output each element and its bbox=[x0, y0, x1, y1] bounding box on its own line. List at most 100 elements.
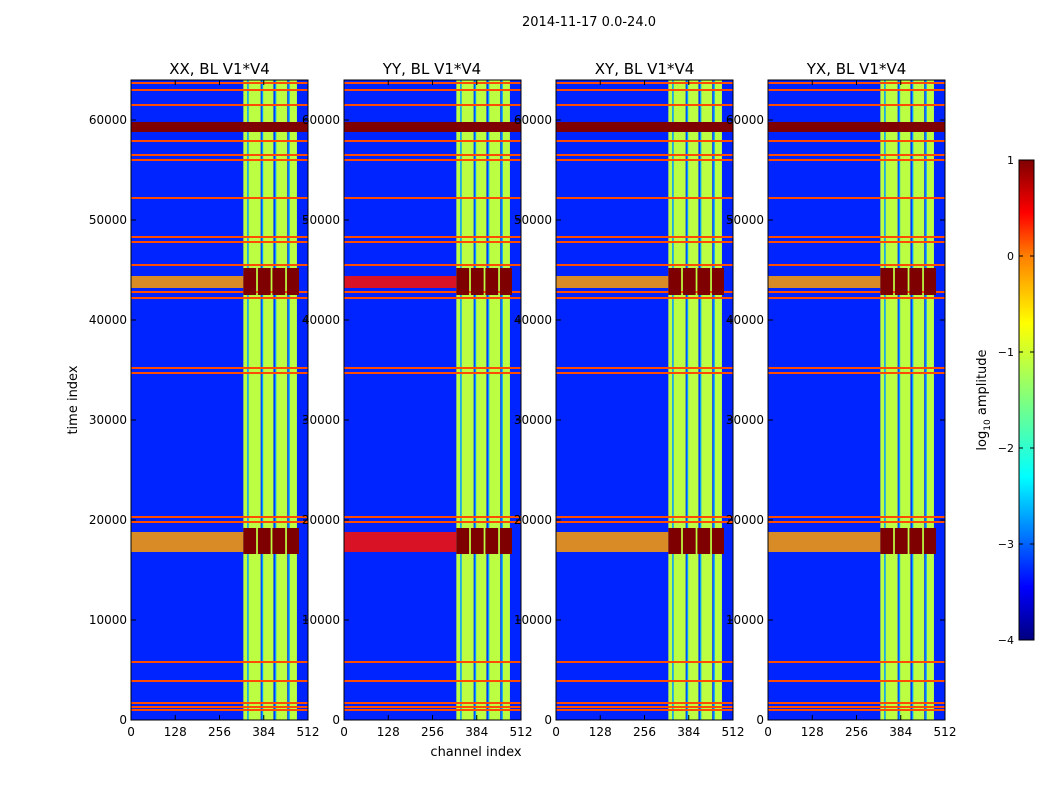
heatmap-rfi-row bbox=[556, 297, 733, 299]
y-tick-label: 60000 bbox=[514, 113, 552, 127]
y-tick-label: 20000 bbox=[726, 513, 764, 527]
heatmap-rfi-row bbox=[556, 241, 733, 243]
y-tick-label: 60000 bbox=[726, 113, 764, 127]
x-tick-label: 256 bbox=[633, 725, 656, 739]
heatmap-channel-band bbox=[912, 80, 925, 720]
heatmap-rfi-row bbox=[768, 154, 945, 156]
panel-xx-plot: 0 128 256 384 512 0 10000 20000 30000 40000 50000 6… bbox=[89, 79, 319, 739]
panel-yx: YX, BL V1*V4 0 128 256 384 512 0 10000 20000 300… bbox=[726, 60, 957, 739]
heatmap-rfi-row bbox=[556, 236, 733, 238]
colorbar-ticks: 1 0 −1 −2 −3 −4 bbox=[998, 154, 1034, 647]
y-tick-label: 30000 bbox=[726, 413, 764, 427]
heatmap-rfi-row bbox=[768, 140, 945, 142]
heatmap-rfi-row bbox=[131, 521, 308, 523]
heatmap-rfi-row bbox=[556, 661, 733, 663]
heatmap-saturated-block bbox=[880, 268, 894, 295]
x-tick-label: 384 bbox=[252, 725, 275, 739]
heatmap-rfi-row bbox=[768, 661, 945, 663]
y-tick-label: 40000 bbox=[726, 313, 764, 327]
x-tick-label: 0 bbox=[340, 725, 348, 739]
heatmap-strong-rfi-row bbox=[768, 122, 945, 132]
heatmap-saturated-block bbox=[499, 268, 513, 295]
heatmap-rfi-row bbox=[131, 241, 308, 243]
heatmap-rfi-row bbox=[556, 291, 733, 293]
y-tick-label: 30000 bbox=[89, 413, 127, 427]
y-tick-label: 50000 bbox=[726, 213, 764, 227]
heatmap-band-gap bbox=[911, 80, 914, 720]
heatmap-rfi-row bbox=[768, 702, 945, 704]
heatmap-channel-band bbox=[673, 80, 686, 720]
panel-yx-plot: 0 128 256 384 512 0 10000 20000 30000 40000 50000 6… bbox=[726, 79, 956, 739]
heatmap-rfi-row bbox=[768, 241, 945, 243]
heatmap-band-gap bbox=[288, 80, 290, 720]
heatmap-channel-band bbox=[456, 80, 462, 720]
heatmap-broadband-row bbox=[131, 532, 244, 552]
heatmap-rfi-row bbox=[131, 264, 308, 266]
heatmap-rfi-row bbox=[768, 367, 945, 369]
heatmap-rfi-row bbox=[344, 706, 521, 708]
y-tick-label: 0 bbox=[332, 713, 340, 727]
heatmap-rfi-row bbox=[344, 661, 521, 663]
heatmap-channel-band bbox=[668, 80, 674, 720]
y-tick-label: 30000 bbox=[302, 413, 340, 427]
heatmap-rfi-row bbox=[768, 709, 945, 711]
heatmap-saturated-block bbox=[499, 528, 513, 554]
heatmap-saturated-block bbox=[257, 268, 271, 295]
heatmap-rfi-row bbox=[344, 159, 521, 161]
y-tick-label: 50000 bbox=[89, 213, 127, 227]
x-tick-label: 0 bbox=[764, 725, 772, 739]
heatmap-rfi-row bbox=[344, 367, 521, 369]
y-tick-label: 10000 bbox=[726, 613, 764, 627]
heatmap-saturated-block bbox=[697, 268, 711, 295]
heatmap-channel-band bbox=[289, 80, 297, 720]
y-tick-label: 20000 bbox=[514, 513, 552, 527]
heatmap-rfi-row bbox=[556, 709, 733, 711]
x-tick-label: 0 bbox=[127, 725, 135, 739]
heatmap-band-gap bbox=[713, 80, 715, 720]
heatmap-rfi-row bbox=[768, 89, 945, 91]
y-tick-label: 40000 bbox=[514, 313, 552, 327]
heatmap-rfi-row bbox=[556, 197, 733, 199]
heatmap-band-gap bbox=[474, 80, 477, 720]
x-tick-label: 256 bbox=[208, 725, 231, 739]
heatmap-broadband-row bbox=[344, 276, 457, 288]
heatmap-rfi-row bbox=[344, 297, 521, 299]
heatmap-band-gap bbox=[247, 80, 249, 720]
panel-yx-title: YX, BL V1*V4 bbox=[806, 60, 907, 78]
y-tick-label: 20000 bbox=[302, 513, 340, 527]
heatmap-rfi-row bbox=[131, 140, 308, 142]
heatmap-rfi-row bbox=[131, 291, 308, 293]
x-tick-label: 0 bbox=[552, 725, 560, 739]
heatmap-rfi-row bbox=[344, 516, 521, 518]
heatmap-rfi-row bbox=[344, 680, 521, 682]
colorbar-tick-label: 1 bbox=[1007, 154, 1014, 167]
panel-yy-plot: 0 128 256 384 512 0 10000 20000 30000 40000 50000 6… bbox=[302, 79, 532, 739]
heatmap-rfi-row bbox=[344, 154, 521, 156]
heatmap-saturated-block bbox=[894, 268, 908, 295]
heatmap-rfi-row bbox=[556, 264, 733, 266]
heatmap-rfi-row bbox=[768, 236, 945, 238]
heatmap-saturated-block bbox=[272, 528, 286, 554]
heatmap-rfi-row bbox=[768, 291, 945, 293]
heatmap-channel-band bbox=[502, 80, 510, 720]
colorbar-tick-label: −1 bbox=[998, 346, 1014, 359]
heatmap-saturated-block bbox=[470, 528, 484, 554]
heatmap-rfi-row bbox=[556, 680, 733, 682]
heatmap-band-gap bbox=[460, 80, 462, 720]
heatmap-rfi-row bbox=[768, 104, 945, 106]
heatmap-rfi-row bbox=[768, 680, 945, 682]
x-tick-label: 512 bbox=[722, 725, 745, 739]
heatmap-saturated-block bbox=[286, 528, 300, 554]
heatmap-band-gap bbox=[501, 80, 503, 720]
panel-xy-plot: 0 128 256 384 512 0 10000 20000 30000 40000 50000 6… bbox=[514, 79, 745, 739]
heatmap-saturated-block bbox=[470, 268, 484, 295]
heatmap-saturated-block bbox=[880, 528, 894, 554]
y-tick-label: 30000 bbox=[514, 413, 552, 427]
heatmap-saturated-block bbox=[668, 268, 682, 295]
heatmap-channel-band bbox=[880, 80, 886, 720]
heatmap-rfi-row bbox=[768, 159, 945, 161]
heatmap-broadband-row bbox=[344, 532, 457, 552]
heatmap-saturated-block bbox=[243, 528, 257, 554]
heatmap-rfi-row bbox=[768, 521, 945, 523]
x-tick-label: 128 bbox=[801, 725, 824, 739]
